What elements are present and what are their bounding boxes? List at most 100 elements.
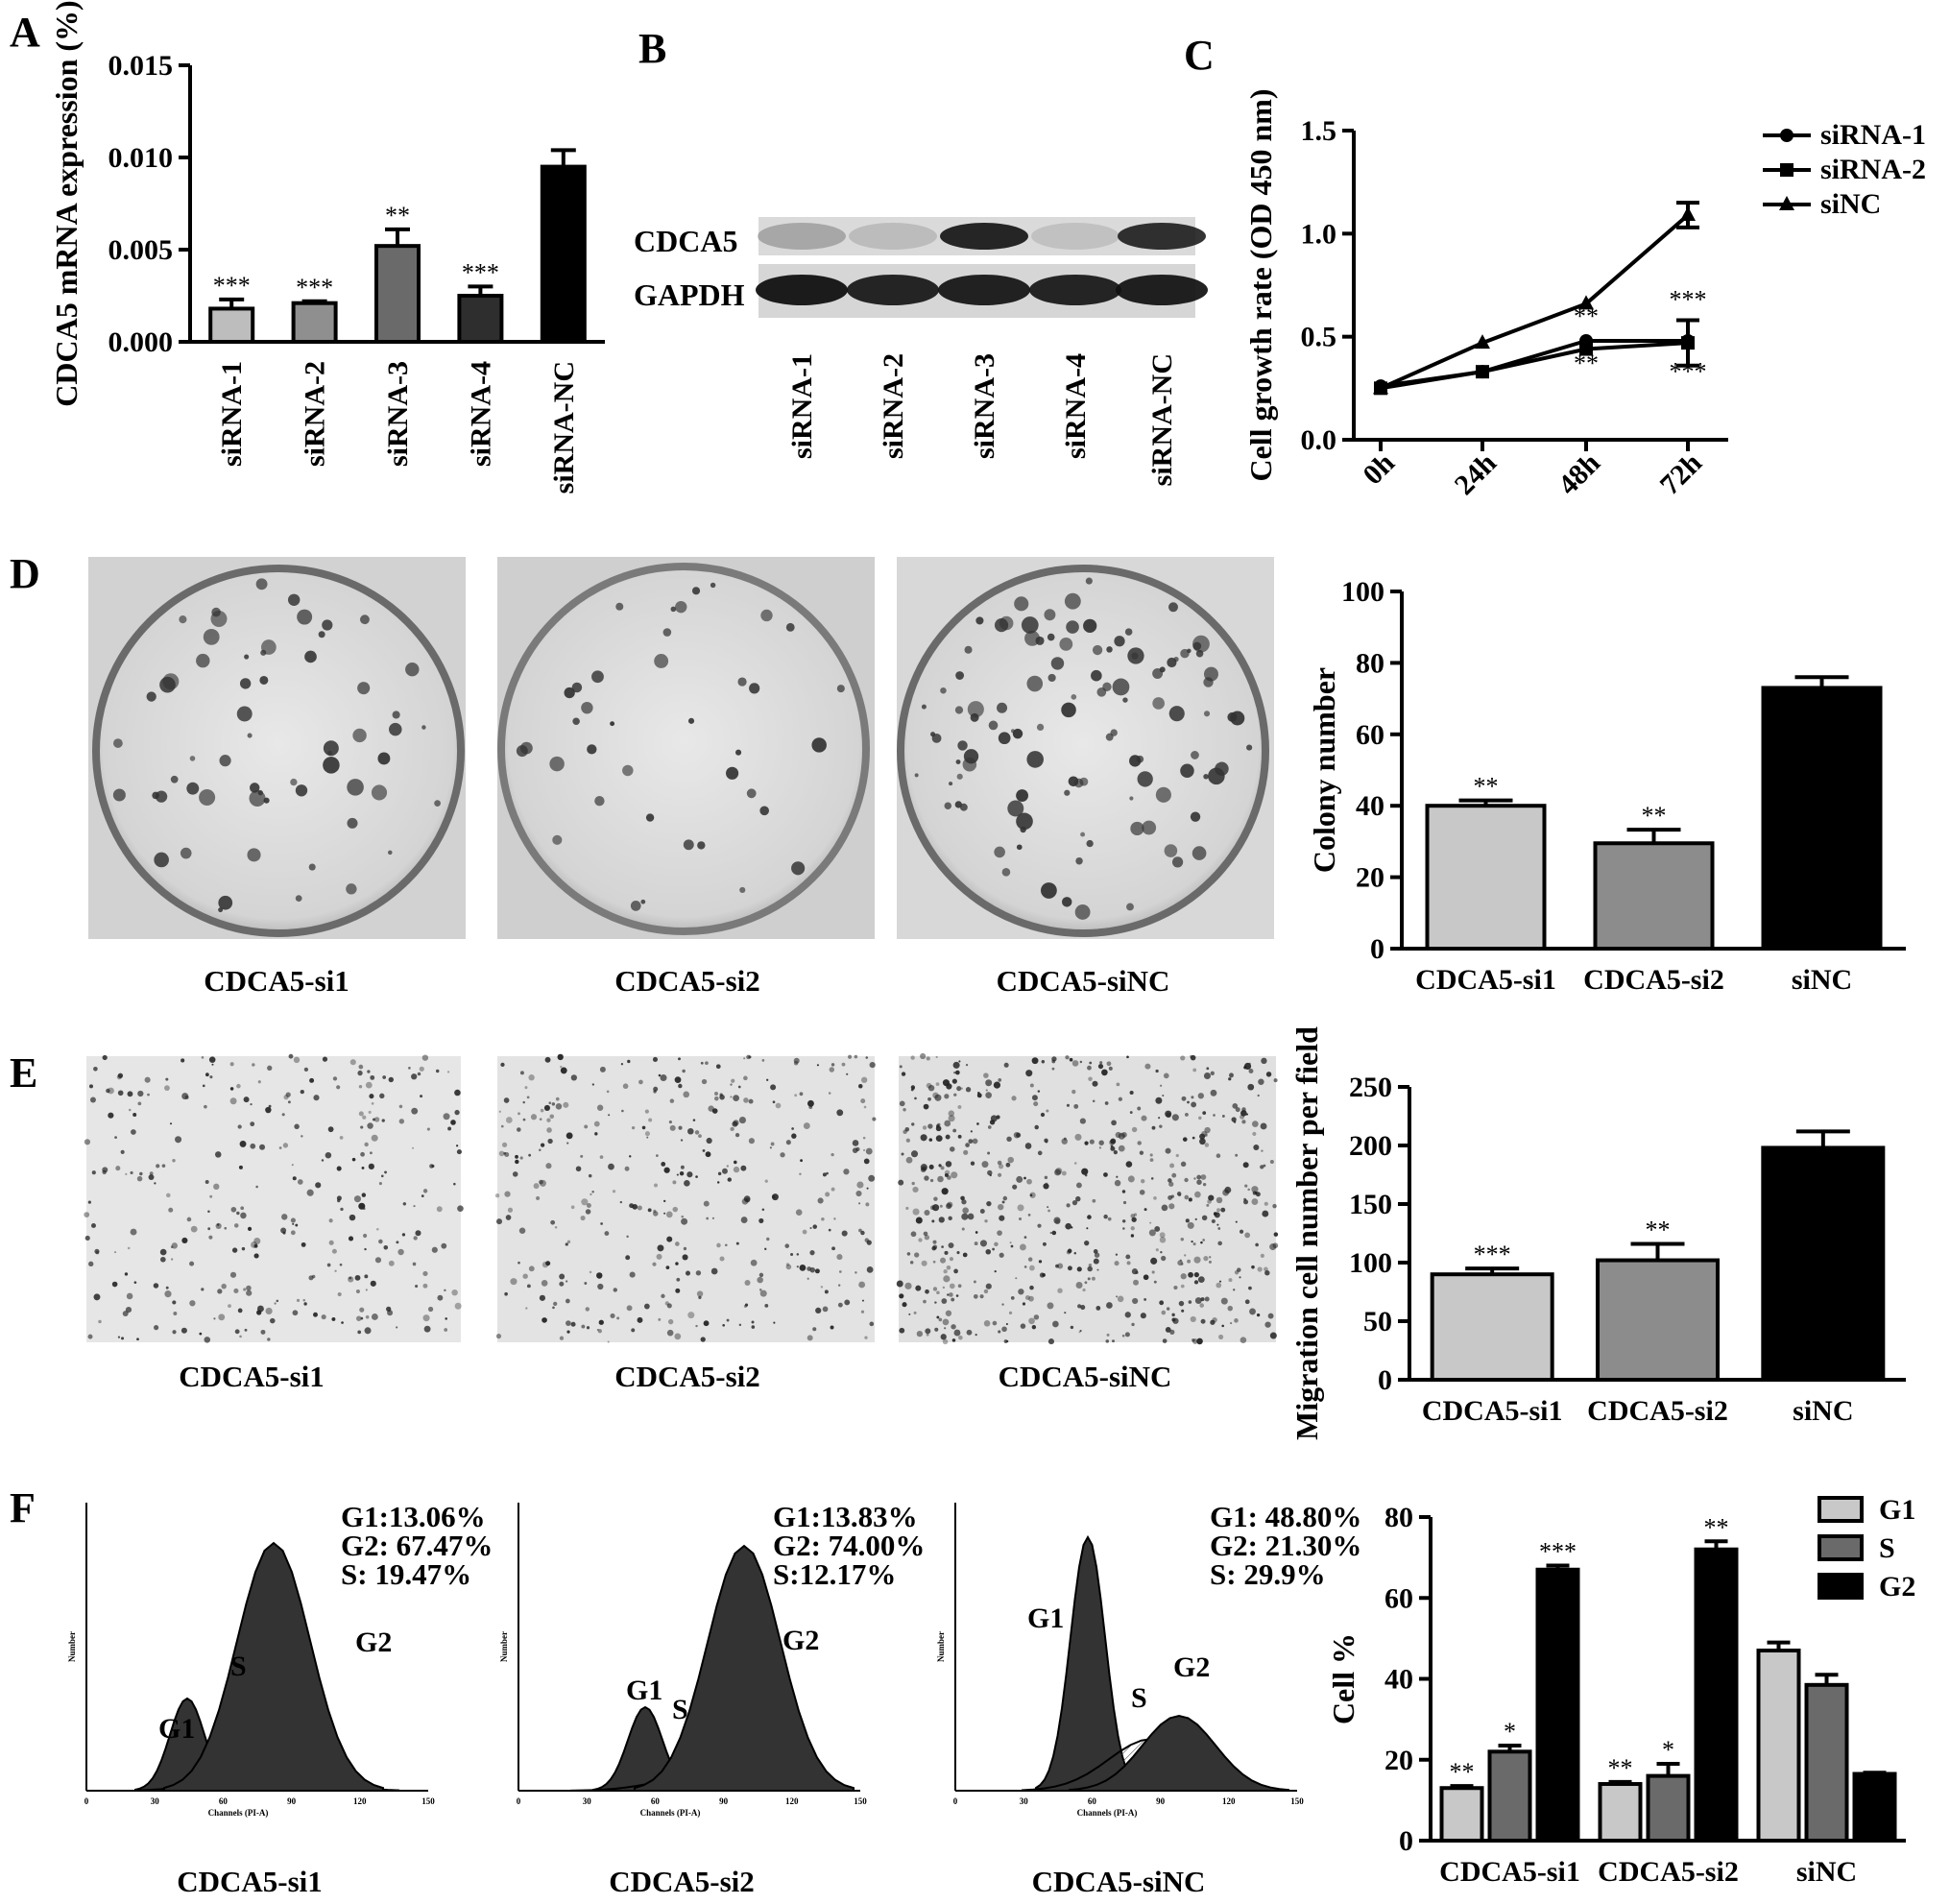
migrated-cell-dot <box>913 1311 917 1314</box>
migrated-cell-dot <box>1216 1196 1223 1204</box>
migrated-cell-dot <box>899 1100 905 1107</box>
migrated-cell-dot <box>171 1242 179 1249</box>
migrated-cell-dot <box>1249 1308 1256 1315</box>
colony-dot <box>581 701 593 714</box>
migrated-cell-dot <box>757 1276 763 1284</box>
migrated-cell-dot <box>1125 1254 1131 1260</box>
colony-dot <box>211 607 221 617</box>
colony-dot <box>1129 796 1134 801</box>
migrated-cell-dot <box>505 1117 513 1123</box>
migrated-cell-dot <box>1043 1183 1049 1190</box>
migrated-cell-dot <box>681 1215 685 1218</box>
migrated-cell-dot <box>591 1191 594 1193</box>
migrated-cell-dot <box>1066 1103 1071 1107</box>
migrated-cell-dot <box>698 1134 702 1139</box>
colony-dot <box>970 712 979 722</box>
migrated-cell-dot <box>962 1252 968 1258</box>
legend-label: siRNA-1 <box>1820 119 1926 151</box>
migrated-cell-dot <box>669 1098 675 1103</box>
colony-dot <box>1092 644 1103 656</box>
migrated-cell-dot <box>751 1325 756 1329</box>
migrated-cell-dot <box>199 1332 203 1336</box>
migrated-cell-dot <box>313 1312 318 1317</box>
migrated-cell-dot <box>694 1130 700 1135</box>
migrated-cell-dot <box>126 1292 133 1300</box>
migrated-cell-dot <box>444 1328 448 1332</box>
migrated-cell-dot <box>681 1217 688 1225</box>
colony-dot <box>318 631 325 639</box>
migrated-cell-dot <box>945 1310 952 1316</box>
y-tick-label: 0.5 <box>1301 322 1337 353</box>
colony-dot <box>421 725 426 730</box>
migrated-cell-dot <box>1124 1332 1130 1338</box>
migrated-cell-dot <box>934 1327 939 1332</box>
colony-dot <box>921 704 927 710</box>
migrated-cell-dot <box>1084 1240 1090 1246</box>
migrated-cell-dot <box>1042 1241 1047 1246</box>
migrated-cell-dot <box>915 1285 922 1291</box>
migrated-cell-dot <box>1243 1197 1247 1201</box>
y-tick-label: 100 <box>1341 576 1384 608</box>
migrated-cell-dot <box>127 1246 131 1250</box>
migrated-cell-dot <box>510 1278 518 1286</box>
colony-dot <box>1126 903 1134 911</box>
migrated-cell-dot <box>666 1329 674 1337</box>
migrated-cell-dot <box>1150 1177 1154 1180</box>
migrated-cell-dot <box>865 1202 870 1207</box>
migrated-cell-dot <box>654 1183 659 1188</box>
migrated-cell-dot <box>421 1194 424 1197</box>
bar <box>208 306 255 345</box>
migrated-cell-dot <box>93 1066 98 1072</box>
g2-peak-shape <box>163 1541 384 1792</box>
bar <box>374 244 421 344</box>
series-line <box>1380 213 1690 391</box>
migrated-cell-dot <box>972 1138 978 1145</box>
migrated-cell-dot <box>321 1314 326 1320</box>
colony-dot <box>1012 728 1023 739</box>
migrated-cell-dot <box>518 1227 526 1235</box>
migrated-cell-dot <box>904 1282 912 1289</box>
panel-letter-d: D <box>10 550 40 597</box>
migrated-cell-dot <box>1020 1323 1026 1329</box>
migrated-cell-dot <box>504 1291 508 1296</box>
migrated-cell-dot <box>796 1265 799 1268</box>
migrated-cell-dot <box>751 1320 755 1324</box>
migrated-cell-dot <box>1105 1339 1110 1343</box>
migrated-cell-dot <box>1235 1153 1239 1157</box>
colony-dot <box>1086 839 1094 848</box>
migrated-cell-dot <box>94 1248 100 1254</box>
colony-dot <box>1064 592 1081 610</box>
migrated-cell-dot <box>953 1093 957 1097</box>
blot-lane-label: siRNA-NC <box>1146 353 1178 486</box>
migrated-cell-dot <box>181 1327 187 1334</box>
migrated-cell-dot <box>543 1104 550 1111</box>
migrated-cell-dot <box>901 1152 904 1156</box>
migrated-cell-dot <box>218 1314 226 1321</box>
migrated-cell-dot <box>807 1099 814 1107</box>
significance-label: * <box>1662 1736 1674 1764</box>
migrated-cell-dot <box>1089 1061 1093 1065</box>
colony-dot <box>591 670 604 684</box>
migrated-cell-dot <box>364 1327 372 1335</box>
migrated-cell-dot <box>308 1275 314 1281</box>
migrated-cell-dot <box>861 1076 868 1083</box>
migrated-cell-dot <box>841 1062 846 1067</box>
migrated-cell-dot <box>398 1119 405 1124</box>
migrated-cell-dot <box>1184 1194 1190 1200</box>
migrated-cell-dot <box>229 1062 234 1067</box>
migrated-cell-dot <box>415 1284 419 1289</box>
bar <box>1425 804 1547 952</box>
migrated-cell-dot <box>748 1098 754 1104</box>
migrated-cell-dot <box>799 1172 802 1176</box>
migrated-cell-dot <box>1099 1061 1103 1065</box>
migrated-cell-dot <box>1199 1303 1205 1308</box>
migrated-cell-dot <box>1239 1229 1244 1234</box>
migrated-cell-dot <box>117 1336 121 1338</box>
colony-dot <box>1227 711 1238 722</box>
x-tick-label: CDCA5-si2 <box>1598 1856 1739 1888</box>
migrated-cell-dot <box>946 1202 952 1210</box>
migrated-cell-dot <box>1114 1261 1119 1266</box>
migrated-cell-dot <box>1208 1260 1212 1264</box>
migrated-cell-dot <box>994 1241 999 1247</box>
